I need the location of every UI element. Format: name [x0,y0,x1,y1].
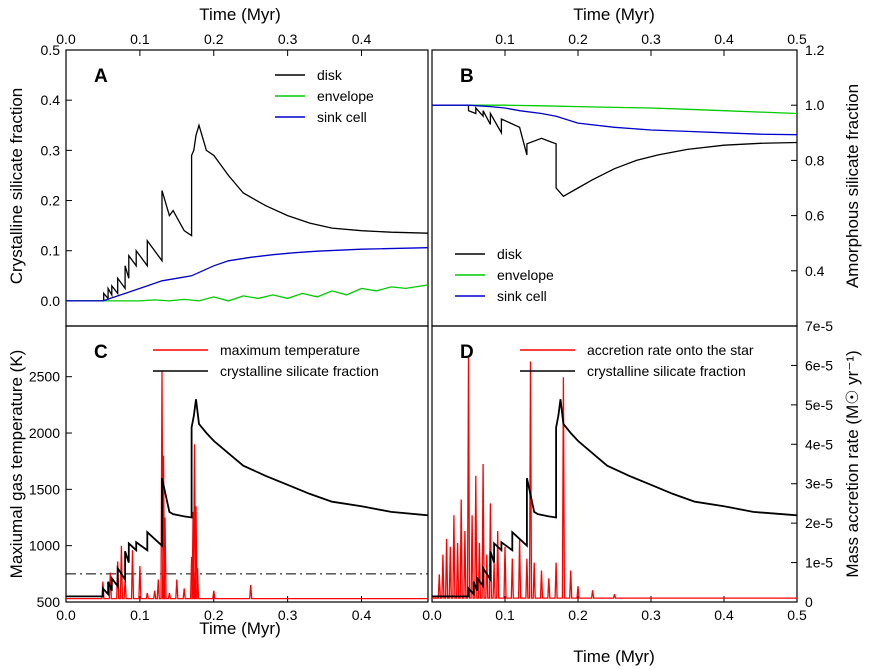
panel-A: A 0.0 0.1 0.2 0.3 0.4 0.0 0.1 0.2 0.3 0.4 0.5 disk en… [41,31,429,327]
y-tick-label-A: 0.5 [41,42,61,58]
x-tick-label-A: 0.3 [278,31,298,47]
legend-label-C-1: crystalline silicate fraction [220,363,379,379]
series-line-C-1 [66,399,428,598]
x-tick-label-B: 0.5 [787,31,807,47]
y-tick-label-B: 0.6 [805,208,825,224]
y-tick-label-C: 1500 [29,481,60,497]
legend-label-B-2: sink cell [497,288,547,304]
bottom-axis-label-right: Time (Myr) [573,647,655,666]
series-line-A-2 [66,247,428,302]
x-tick-label-A: 0.2 [204,31,224,47]
x-tick-label-D: 0.2 [568,607,588,623]
y-tick-label-D: 4e-5 [805,436,833,452]
plot-area-B [432,104,797,198]
y-tick-label-D: 1e-5 [805,555,833,571]
x-tick-label-C: 0.1 [130,607,150,623]
panel-letter-A: A [94,66,108,87]
y-tick-label-C: 500 [37,594,61,610]
x-tick-label-C: 0.0 [56,607,76,623]
panel-letter-D: D [460,342,474,363]
top-axis-label-right: Time (Myr) [573,5,655,24]
y-tick-label-B: 0.4 [805,263,825,279]
panel-D: D 0.0 0.1 0.2 0.3 0.4 0.50 1e-5 2e-5 3e-5 4e-5 5e-5… [422,318,833,623]
y-tick-label-B: 1.0 [805,97,825,113]
panels-group: A 0.0 0.1 0.2 0.3 0.4 0.0 0.1 0.2 0.3 0.4 0.5 disk en… [29,31,833,623]
legend-label-A-0: disk [317,67,343,83]
panel-B: B 0.1 0.2 0.3 0.4 0.5 0.4 0.6 0.8 1.0 1.2 disk envel… [431,31,825,327]
y-tick-label-A: 0.1 [41,243,61,259]
series-line-A-1 [66,284,428,302]
x-tick-label-D: 0.4 [714,607,734,623]
y-tick-label-B: 1.2 [805,42,825,58]
y-tick-label-D: 0 [805,594,813,610]
y-tick-label-C: 2500 [29,369,60,385]
legend-label-C-0: maximum temperature [220,342,360,358]
panel-frame-D [431,325,798,603]
y-tick-label-A: 0.2 [41,193,61,209]
y-tick-label-D: 5e-5 [805,397,833,413]
series-line-C-0 [66,371,428,600]
bottom-axis-label-left: Time (Myr) [199,619,281,638]
legend-label-A-2: sink cell [317,109,367,125]
y-tick-label-D: 7e-5 [805,318,833,334]
series-line-D-1 [432,399,797,598]
top-axis-label-left: Time (Myr) [199,5,281,24]
y-tick-label-C: 2000 [29,425,60,441]
series-line-D-0 [432,357,797,599]
panel-C: C 0.0 0.1 0.2 0.3 0.4 500 1000 1500 2000 2500 maxim… [29,325,429,623]
y-tick-label-C: 1000 [29,538,60,554]
series-line-B-1 [432,104,797,115]
series-line-A-0 [66,123,428,302]
y-tick-label-A: 0.3 [41,142,61,158]
panel-frame-B [431,49,798,327]
y-tick-label-B: 0.8 [805,152,825,168]
series-line-B-0 [432,104,797,198]
panel-letter-C: C [94,342,108,363]
ylabel-A: Crystalline silicate fraction [7,88,26,285]
y-tick-label-A: 0.4 [41,92,61,108]
legend-label-D-1: crystalline silicate fraction [587,363,746,379]
legend-label-D-0: accretion rate onto the star [587,342,754,358]
panel-letter-B: B [460,66,474,87]
series-line-B-2 [432,104,797,136]
y-tick-label-A: 0.0 [41,293,61,309]
ylabel-C: Maxiumal gas temperature (K) [7,350,26,579]
x-tick-label-A: 0.1 [130,31,150,47]
plot-area-A [66,123,428,302]
x-tick-label-B: 0.3 [641,31,661,47]
plot-area-D [432,357,797,599]
y-tick-label-D: 6e-5 [805,357,833,373]
x-tick-label-D: 0.0 [422,607,442,623]
x-tick-label-B: 0.4 [714,31,734,47]
x-tick-label-C: 0.3 [278,607,298,623]
ylabel-D: Mass accretion rate (M☉ yr⁻¹) [843,350,862,577]
legend-label-B-1: envelope [497,267,554,283]
x-tick-label-A: 0.0 [56,31,76,47]
x-tick-label-C: 0.2 [204,607,224,623]
y-tick-label-D: 3e-5 [805,476,833,492]
x-tick-label-D: 0.5 [787,607,807,623]
x-tick-label-A: 0.4 [352,31,372,47]
legend-label-A-1: envelope [317,88,374,104]
x-tick-label-D: 0.3 [641,607,661,623]
plot-area-C [66,371,428,600]
x-tick-label-B: 0.1 [495,31,515,47]
x-tick-label-C: 0.4 [352,607,372,623]
x-tick-label-B: 0.2 [568,31,588,47]
panel-frame-C [65,325,429,603]
x-tick-label-D: 0.1 [495,607,515,623]
ylabel-B: Amorphous silicate fraction [843,84,862,288]
legend-label-B-0: disk [497,246,523,262]
y-tick-label-D: 2e-5 [805,515,833,531]
